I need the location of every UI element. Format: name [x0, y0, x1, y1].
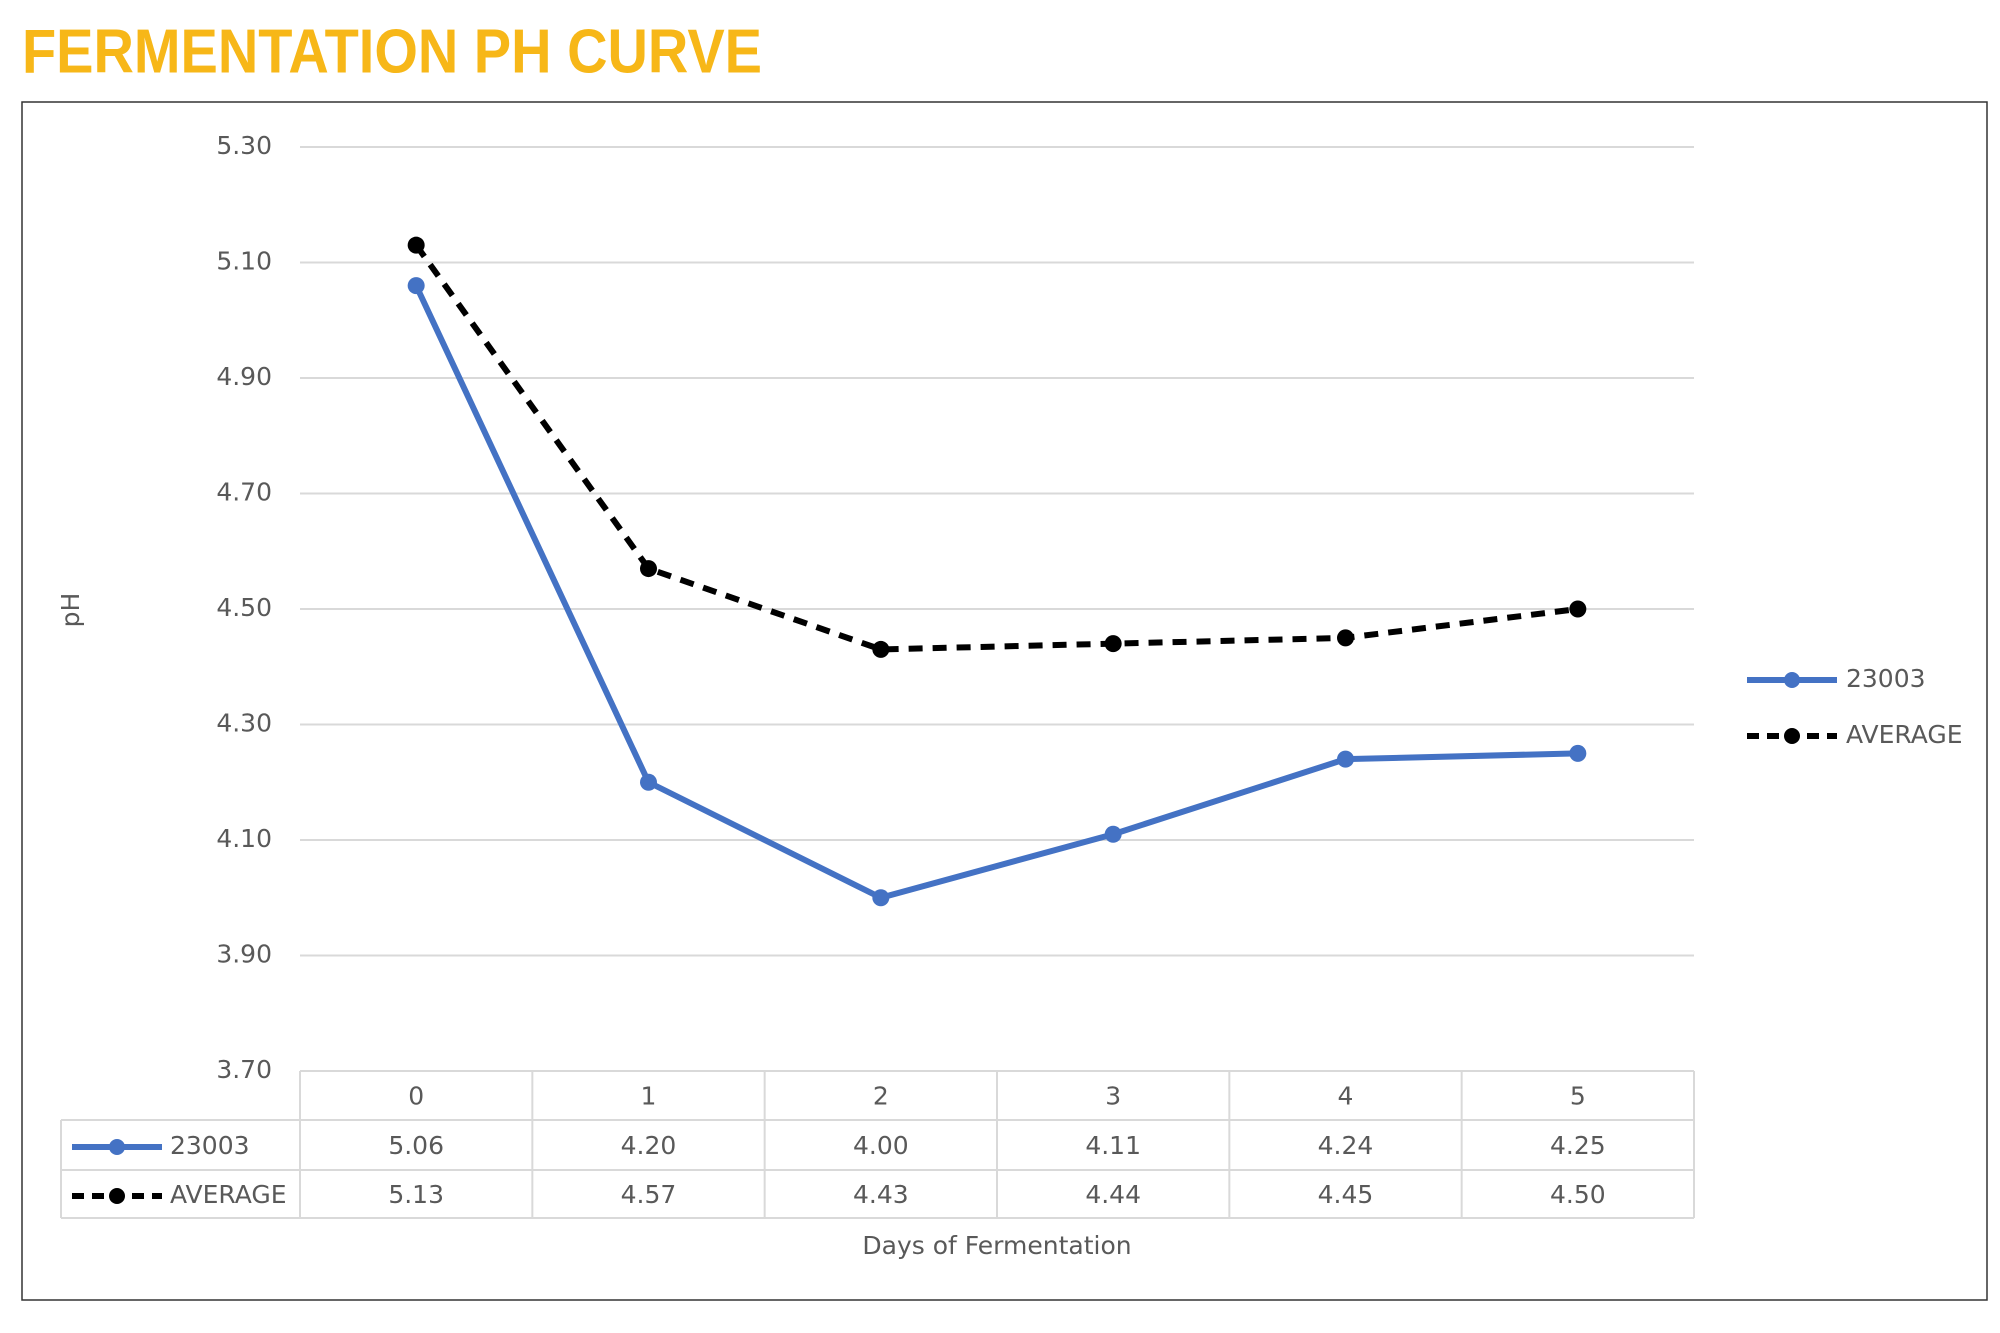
table-series-name: 23003: [170, 1131, 250, 1160]
table-value: 4.25: [1550, 1131, 1606, 1160]
chart-frame: [21, 101, 1988, 1301]
table-value: 4.24: [1318, 1131, 1374, 1160]
table-value: 4.44: [1085, 1180, 1141, 1209]
legend-marker: [1784, 728, 1800, 744]
y-tick-label: 4.30: [216, 709, 272, 738]
series-line: [413, 243, 1579, 653]
legend-marker: [109, 1188, 125, 1204]
x-tick-label: 5: [1570, 1082, 1586, 1111]
x-tick-label: 2: [873, 1082, 889, 1111]
data-point: [407, 277, 425, 295]
y-tick-label: 3.70: [216, 1055, 272, 1084]
data-point: [1569, 600, 1587, 618]
data-point: [640, 773, 657, 791]
y-tick-label: 5.10: [216, 247, 272, 276]
legend-label: AVERAGE: [1846, 720, 1963, 749]
data-point: [872, 640, 890, 658]
table-value: 4.45: [1318, 1180, 1374, 1209]
data-point: [872, 889, 890, 907]
y-tick-label: 4.70: [216, 478, 272, 507]
x-tick-label: 4: [1338, 1082, 1354, 1111]
data-point: [1337, 750, 1354, 768]
table-value: 4.11: [1085, 1131, 1141, 1160]
table-value: 4.57: [621, 1180, 677, 1209]
legend-label: 23003: [1846, 664, 1926, 693]
table-value: 5.06: [388, 1131, 444, 1160]
y-tick-label: 5.30: [216, 131, 272, 160]
table-value: 5.13: [388, 1180, 444, 1209]
y-tick-label: 4.90: [216, 362, 272, 391]
x-tick-label: 1: [641, 1082, 657, 1111]
table-value: 4.43: [853, 1180, 909, 1209]
chart-title: FERMENTATION PH CURVE: [22, 17, 762, 86]
data-point: [1337, 629, 1354, 647]
x-tick-label: 0: [408, 1082, 424, 1111]
data-point: [407, 236, 425, 254]
y-tick-label: 4.50: [216, 593, 272, 622]
legend-marker: [109, 1139, 125, 1155]
table-value: 4.00: [853, 1131, 909, 1160]
x-axis-label: Days of Fermentation: [862, 1231, 1131, 1260]
table-value: 4.20: [621, 1131, 677, 1160]
legend-marker: [1784, 672, 1800, 688]
data-point: [1104, 825, 1122, 843]
data-point: [1569, 744, 1587, 762]
data-point: [1104, 635, 1122, 653]
table-series-name: AVERAGE: [170, 1180, 287, 1209]
y-axis-label: pH: [56, 593, 85, 628]
table-value: 4.50: [1550, 1180, 1606, 1209]
series-line: [413, 284, 1578, 901]
x-tick-label: 3: [1105, 1082, 1121, 1111]
data-point: [640, 560, 657, 578]
y-tick-label: 3.90: [216, 940, 272, 969]
y-tick-label: 4.10: [216, 824, 272, 853]
